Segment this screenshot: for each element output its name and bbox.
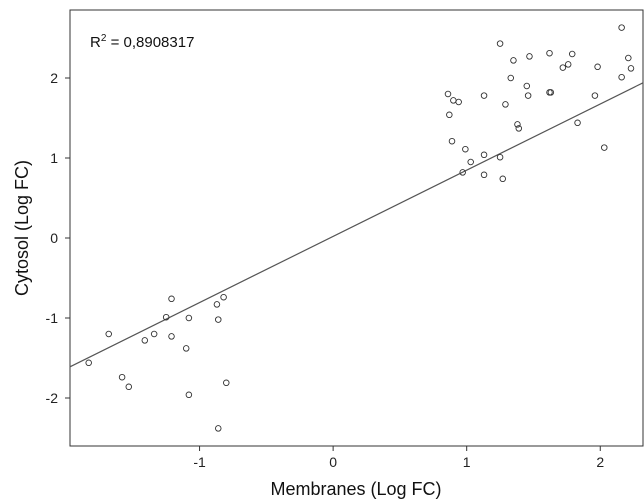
x-tick-label: 2 <box>596 454 604 470</box>
data-point <box>215 317 221 323</box>
data-point <box>449 138 455 144</box>
data-point <box>215 426 221 432</box>
data-point <box>503 102 509 108</box>
data-point <box>626 55 632 61</box>
data-points <box>86 25 634 431</box>
data-point <box>126 384 132 390</box>
data-point <box>456 99 462 105</box>
data-point <box>445 91 451 97</box>
data-point <box>601 145 607 151</box>
data-point <box>86 360 92 366</box>
y-tick-label: 1 <box>50 150 58 166</box>
data-point <box>575 120 581 126</box>
data-point <box>183 346 189 352</box>
data-point <box>142 338 148 344</box>
y-tick-label: -1 <box>46 310 59 326</box>
x-axis-title: Membranes (Log FC) <box>270 479 441 499</box>
data-point <box>565 62 571 68</box>
data-point <box>186 392 192 398</box>
data-point <box>223 380 229 386</box>
data-point <box>497 41 503 47</box>
r-squared-annotation: R2 = 0,8908317 <box>90 33 194 51</box>
data-point <box>463 146 469 152</box>
data-point <box>497 154 503 160</box>
y-axis-title: Cytosol (Log FC) <box>12 160 32 296</box>
data-point <box>527 54 533 60</box>
data-point <box>169 296 175 302</box>
data-point <box>500 176 506 182</box>
data-point <box>106 331 112 337</box>
data-point <box>451 98 457 104</box>
data-point <box>481 172 487 178</box>
data-point <box>569 51 575 57</box>
axis-ticks <box>65 78 600 451</box>
regression-line <box>70 83 643 367</box>
data-point <box>169 334 175 340</box>
x-tick-label: -1 <box>193 454 206 470</box>
x-tick-label: 0 <box>329 454 337 470</box>
data-point <box>447 112 453 118</box>
x-tick-label: 1 <box>463 454 471 470</box>
y-tick-label: 2 <box>50 70 58 86</box>
data-point <box>592 93 598 99</box>
data-point <box>619 74 625 80</box>
plot-frame <box>70 10 643 446</box>
y-tick-label: 0 <box>50 230 58 246</box>
data-point <box>619 25 625 31</box>
data-point <box>595 64 601 70</box>
data-point <box>151 331 157 337</box>
data-point <box>547 50 553 56</box>
data-point <box>481 152 487 158</box>
data-point <box>119 374 125 380</box>
data-point <box>525 93 531 99</box>
data-point <box>628 66 634 72</box>
data-point <box>186 315 192 321</box>
data-point <box>468 159 474 165</box>
data-point <box>214 302 220 308</box>
data-point <box>560 65 566 71</box>
data-point <box>481 93 487 99</box>
data-point <box>221 294 227 300</box>
y-tick-label: -2 <box>46 390 59 406</box>
data-point <box>524 83 530 89</box>
data-point <box>511 58 517 64</box>
data-point <box>508 75 514 81</box>
